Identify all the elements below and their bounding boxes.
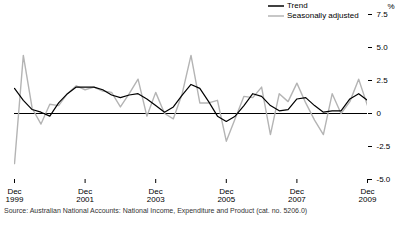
svg-text:7.5: 7.5 <box>377 10 389 19</box>
svg-text:Dec1999: Dec1999 <box>6 187 24 204</box>
svg-text:2.5: 2.5 <box>377 76 389 85</box>
svg-text:Dec2001: Dec2001 <box>76 187 94 204</box>
svg-text:Dec2005: Dec2005 <box>217 187 235 204</box>
svg-text:0: 0 <box>377 109 382 118</box>
html-text:Seasonally adjusted: Seasonally adjusted <box>287 11 359 20</box>
svg-text:-2.5: -2.5 <box>377 142 391 151</box>
svg-text:Dec2009: Dec2009 <box>359 187 377 204</box>
svg-text:5.0: 5.0 <box>377 43 389 52</box>
html-text:Source: Australian National Ac: Source: Australian National Accounts: Na… <box>4 207 308 214</box>
svg-text:Dec2007: Dec2007 <box>288 187 306 204</box>
svg-text:Dec2003: Dec2003 <box>147 187 165 204</box>
html-text:Trend: Trend <box>287 1 308 10</box>
svg-text:-5.0: -5.0 <box>377 175 391 184</box>
svg-text:%: % <box>387 2 394 11</box>
